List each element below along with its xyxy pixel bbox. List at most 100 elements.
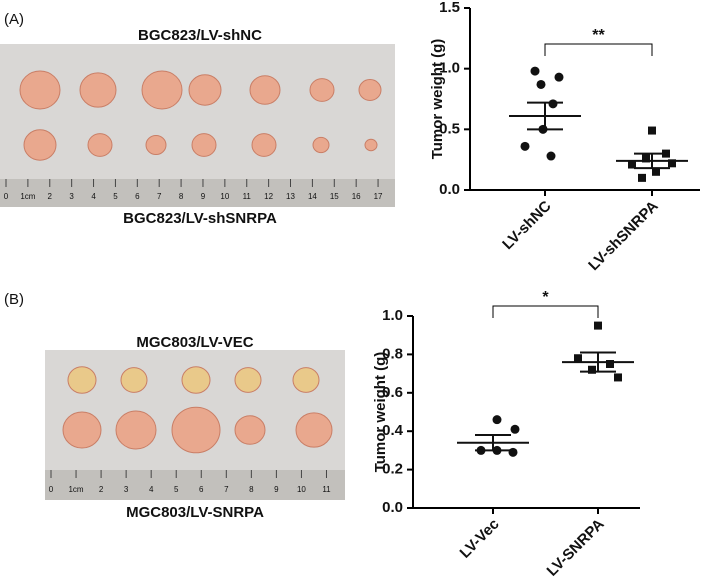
axes — [469, 8, 700, 191]
caption-top: MGC803/LV-VEC — [136, 334, 253, 351]
point — [588, 365, 596, 374]
ruler-label: 8 — [249, 485, 254, 494]
y-tick-label: 1.5 — [439, 0, 460, 16]
tumor — [364, 138, 378, 152]
y-tick-label: 0.4 — [382, 422, 404, 439]
point — [594, 321, 602, 330]
y-tick-label: 0.5 — [439, 120, 460, 137]
tumor — [312, 136, 330, 154]
tumor — [292, 367, 320, 393]
ruler-label: 4 — [91, 192, 96, 201]
tumor — [79, 72, 117, 108]
error-bar — [475, 434, 511, 452]
tumor — [23, 129, 57, 161]
ruler-label: 2 — [99, 485, 104, 494]
tumor — [251, 133, 277, 157]
tumor — [67, 366, 97, 394]
tumor — [188, 74, 222, 106]
ruler-label: 11 — [322, 485, 331, 494]
ruler-label: 17 — [374, 192, 383, 201]
tumor — [295, 412, 333, 448]
point — [614, 373, 622, 382]
ruler-label: 0 — [49, 485, 54, 494]
ruler-label: 10 — [220, 192, 229, 201]
significance-bracket — [544, 43, 653, 56]
ruler-label: 5 — [113, 192, 118, 201]
point — [628, 160, 636, 169]
tumor — [249, 75, 281, 105]
ruler-label: 2 — [48, 192, 53, 201]
ruler-label: 6 — [199, 485, 204, 494]
axes — [412, 316, 640, 509]
point — [554, 72, 564, 82]
ruler-label: 10 — [297, 485, 306, 494]
point — [648, 126, 656, 135]
point — [510, 424, 520, 434]
caption-bottom: BGC823/LV-shSNRPA — [123, 210, 277, 227]
ruler-label: 5 — [174, 485, 179, 494]
error-bar — [527, 101, 563, 131]
ruler-label: 0 — [4, 192, 9, 201]
x-tick-label: LV-Vec — [457, 516, 503, 562]
ruler-label: 12 — [264, 192, 273, 201]
ruler-label: 16 — [352, 192, 361, 201]
tumor — [171, 406, 221, 454]
ruler-label: 11 — [243, 192, 252, 201]
error-bar — [580, 351, 616, 373]
error-bar — [634, 152, 670, 170]
panel-label: (B) — [4, 291, 24, 308]
point — [606, 360, 614, 368]
y-tick-label: 0.6 — [382, 384, 403, 401]
ruler-label: 3 — [69, 192, 74, 201]
tumor — [358, 79, 382, 101]
tumor — [191, 133, 217, 157]
tumor — [309, 78, 335, 102]
y-tick-label: 0.0 — [439, 181, 460, 198]
point — [546, 151, 556, 161]
ruler-label: 7 — [224, 485, 229, 494]
y-tick-label: 0.2 — [382, 461, 403, 478]
tumor — [19, 70, 61, 110]
x-tick-label: LV-SNRPA — [544, 516, 608, 580]
y-tick-label: 0.0 — [382, 499, 403, 516]
point — [492, 415, 502, 425]
x-tick-label: LV-shNC — [499, 198, 555, 254]
significance-label: ** — [592, 27, 605, 44]
tumor — [145, 135, 167, 155]
caption-top: BGC823/LV-shNC — [138, 27, 262, 44]
ruler-label: 3 — [124, 485, 129, 494]
ruler-label: 9 — [274, 485, 279, 494]
ruler-label: 1cm — [68, 485, 83, 494]
ruler-label: 4 — [149, 485, 154, 494]
x-tick-label: LV-shSNRPA — [585, 197, 662, 274]
ruler-label: 9 — [201, 192, 206, 201]
y-axis-title: Tumor weight (g) — [372, 352, 389, 473]
point — [638, 173, 646, 182]
significance-bracket — [492, 305, 599, 318]
point — [642, 154, 650, 163]
ruler-label: 8 — [179, 192, 184, 201]
tumor — [141, 70, 183, 110]
tumor — [120, 367, 148, 393]
tumor — [234, 415, 266, 445]
ruler — [0, 179, 395, 207]
point — [520, 141, 530, 151]
point — [574, 354, 582, 363]
point — [530, 66, 540, 76]
ruler-label: 13 — [286, 192, 295, 201]
ruler-label: 15 — [330, 192, 339, 201]
ruler-label: 14 — [308, 192, 317, 201]
y-tick-label: 1.0 — [439, 60, 460, 77]
tumor — [87, 133, 113, 157]
tumor — [234, 367, 262, 393]
ruler — [45, 470, 345, 500]
point — [652, 167, 660, 176]
tumor — [115, 410, 157, 450]
point — [508, 447, 518, 457]
y-axis-title: Tumor weight (g) — [429, 39, 446, 160]
panel-label: (A) — [4, 11, 24, 28]
tumor — [62, 411, 102, 449]
ruler-label: 6 — [135, 192, 140, 201]
tumor — [181, 366, 211, 394]
